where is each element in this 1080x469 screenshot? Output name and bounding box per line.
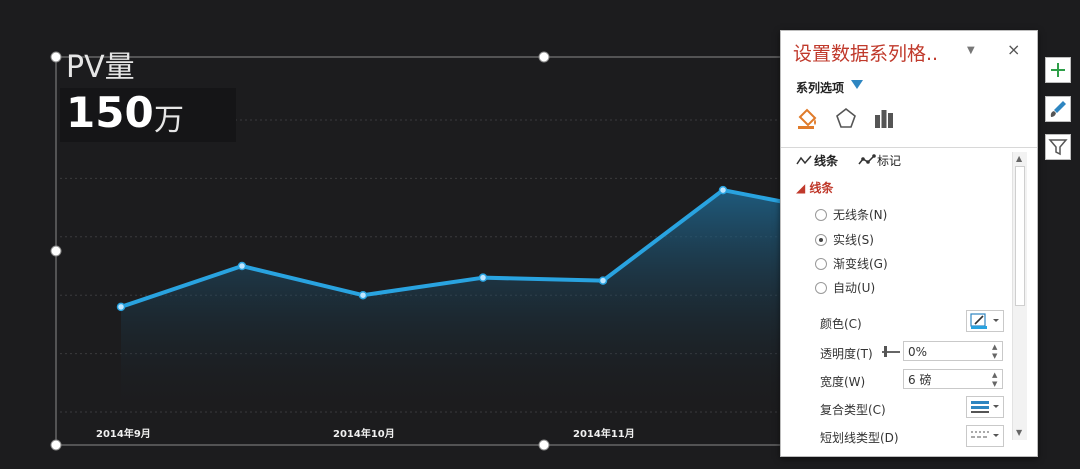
chart-filters-button[interactable]	[1045, 134, 1071, 160]
pane-title: 设置数据系列格..	[793, 43, 939, 65]
pane-scrollbar[interactable]: ▲ ▼	[1012, 152, 1027, 440]
dash-lines-icon	[971, 431, 999, 438]
x-tick-label: 2014年10月	[333, 429, 395, 440]
dash-type-button[interactable]	[966, 425, 1004, 447]
plus-icon	[1051, 63, 1065, 77]
radio-label: 无线条(N)	[833, 208, 888, 222]
kpi-value-background	[60, 88, 236, 142]
pen-color-icon	[970, 313, 999, 329]
pane-divider	[781, 147, 1037, 148]
spin-down-icon[interactable]: ▼	[992, 380, 998, 388]
spin-up-icon[interactable]: ▲	[992, 343, 998, 351]
spin-down-icon[interactable]: ▼	[992, 352, 998, 360]
line-tab-icon	[796, 155, 812, 165]
radio-automatic[interactable]: 自动(U)	[815, 279, 875, 296]
line-section-header[interactable]: ◢ 线条	[796, 181, 834, 195]
scroll-down-icon[interactable]: ▼	[1016, 428, 1023, 437]
radio-button-selected[interactable]	[815, 233, 827, 246]
width-label: 宽度(W)	[820, 375, 866, 389]
filter-icon	[1048, 139, 1068, 156]
tab-marker[interactable]: 标记	[877, 154, 902, 168]
scroll-thumb[interactable]	[1015, 166, 1025, 306]
transparency-slider[interactable]	[882, 351, 900, 353]
color-picker-button[interactable]	[966, 310, 1004, 332]
transparency-input[interactable]: 0% ▲ ▼	[903, 341, 1003, 361]
resize-handle	[50, 245, 62, 257]
width-input[interactable]: 6 磅 ▲ ▼	[903, 369, 1003, 389]
pane-options-chevron-icon[interactable]: ▼	[967, 45, 975, 56]
fill-line-icon[interactable]	[795, 105, 821, 131]
chart-elements-button[interactable]	[1045, 57, 1071, 83]
brush-icon	[1050, 101, 1066, 117]
data-point	[598, 276, 608, 285]
data-point	[116, 302, 126, 312]
transparency-label: 透明度(T)	[820, 347, 873, 361]
data-point	[358, 290, 368, 300]
resize-handle	[538, 439, 550, 451]
transparency-value: 0%	[908, 345, 928, 359]
radio-label: 渐变线(G)	[833, 257, 888, 271]
kpi-unit: 万	[154, 103, 184, 138]
radio-label: 实线(S)	[833, 233, 874, 247]
radio-no-line[interactable]: 无线条(N)	[815, 206, 887, 223]
series-options-label[interactable]: 系列选项	[796, 81, 845, 95]
chart-styles-button[interactable]	[1045, 96, 1071, 122]
resize-handle	[50, 51, 62, 63]
compound-lines-icon	[971, 401, 999, 413]
x-tick-label: 2014年11月	[573, 429, 635, 440]
kpi-value: 150	[66, 88, 154, 137]
radio-button[interactable]	[815, 208, 827, 221]
compound-type-label: 复合类型(C)	[820, 403, 886, 417]
resize-handle	[50, 439, 62, 451]
dash-type-label: 短划线类型(D)	[820, 431, 899, 445]
scroll-up-icon[interactable]: ▲	[1016, 154, 1023, 163]
tab-line[interactable]: 线条	[814, 154, 839, 168]
data-point	[237, 261, 247, 271]
area-fill	[121, 190, 963, 412]
radio-button[interactable]	[815, 281, 827, 294]
compound-type-button[interactable]	[966, 396, 1004, 418]
series-options-bar-icon[interactable]	[871, 105, 897, 131]
format-data-series-pane: 设置数据系列格.. ▼ × 系列选项 线条 标记 ◢ 线条	[780, 30, 1038, 457]
radio-button[interactable]	[815, 257, 827, 270]
radio-label: 自动(U)	[833, 281, 876, 295]
marker-tab-icon	[858, 154, 876, 165]
effects-pentagon-icon[interactable]	[833, 105, 859, 131]
radio-solid-line[interactable]: 实线(S)	[815, 231, 874, 248]
data-point	[718, 185, 728, 195]
color-label: 颜色(C)	[820, 317, 862, 331]
transparency-slider-thumb[interactable]	[884, 346, 887, 357]
series-options-dropdown-icon[interactable]	[851, 80, 863, 89]
card-title: PV量	[66, 50, 135, 85]
width-value: 6 磅	[908, 373, 932, 387]
resize-handle	[538, 51, 550, 63]
x-tick-label: 2014年9月	[96, 429, 151, 440]
spin-up-icon[interactable]: ▲	[992, 371, 998, 379]
close-icon[interactable]: ×	[1007, 40, 1021, 59]
radio-gradient-line[interactable]: 渐变线(G)	[815, 255, 888, 272]
data-point	[478, 273, 488, 282]
